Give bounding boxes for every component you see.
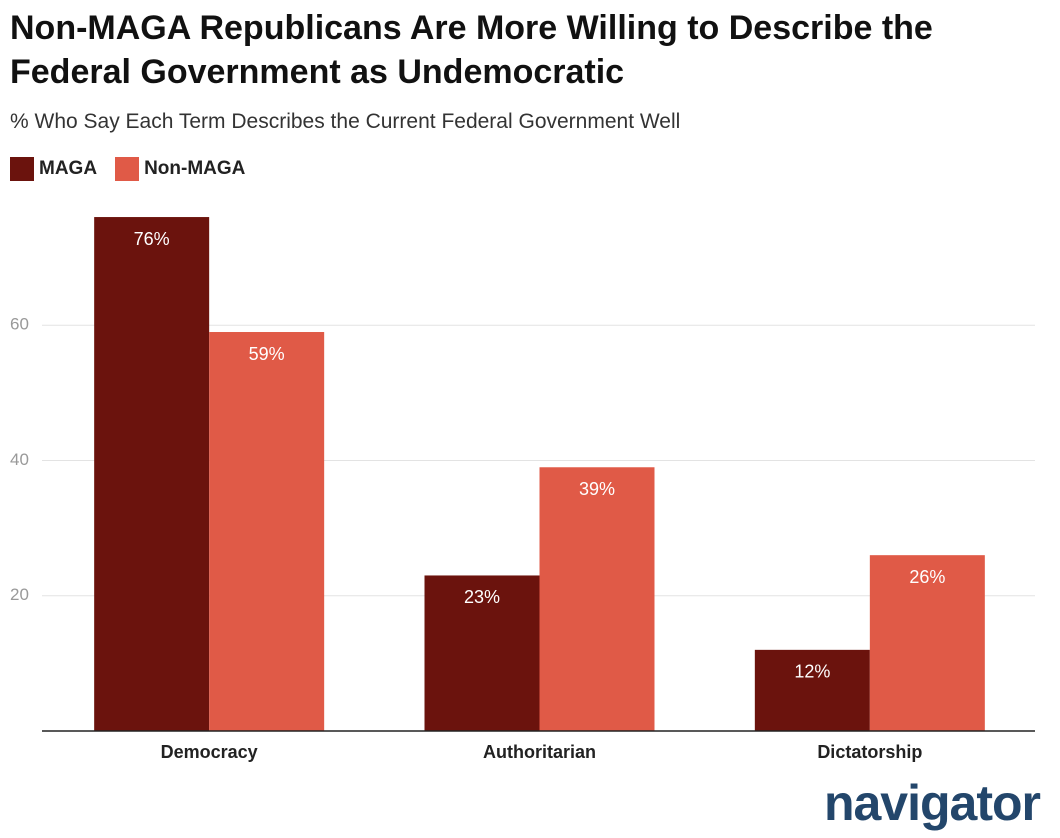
y-tick-label: 60	[10, 315, 29, 334]
chart-subtitle: % Who Say Each Term Describes the Curren…	[10, 110, 681, 133]
legend-item: Non-MAGA	[115, 157, 245, 181]
legend-label: Non-MAGA	[144, 158, 246, 179]
bar	[869, 555, 985, 731]
y-tick-label: 40	[10, 450, 29, 469]
value-label: 59%	[249, 344, 285, 364]
x-tick-label: Authoritarian	[483, 742, 596, 762]
bar	[754, 649, 870, 731]
bar	[94, 217, 210, 732]
legend: MAGA Non-MAGA	[10, 157, 245, 181]
legend-label: MAGA	[39, 158, 98, 179]
value-label: 12%	[794, 662, 830, 682]
chart-title: Non-MAGA Republicans Are More Willing to…	[10, 9, 933, 91]
bar	[209, 332, 325, 731]
legend-swatch	[10, 157, 34, 181]
bar	[539, 467, 655, 731]
legend-item: MAGA	[10, 157, 97, 181]
value-label: 26%	[909, 567, 945, 587]
logo: navigator	[823, 775, 1041, 831]
bar	[424, 575, 540, 731]
value-label: 23%	[464, 587, 500, 607]
value-label: 39%	[579, 479, 615, 499]
x-tick-label: Dictatorship	[817, 742, 922, 762]
legend-swatch	[115, 157, 140, 181]
value-label: 76%	[134, 229, 170, 249]
x-tick-label: Democracy	[161, 742, 258, 762]
y-tick-label: 20	[10, 585, 29, 604]
